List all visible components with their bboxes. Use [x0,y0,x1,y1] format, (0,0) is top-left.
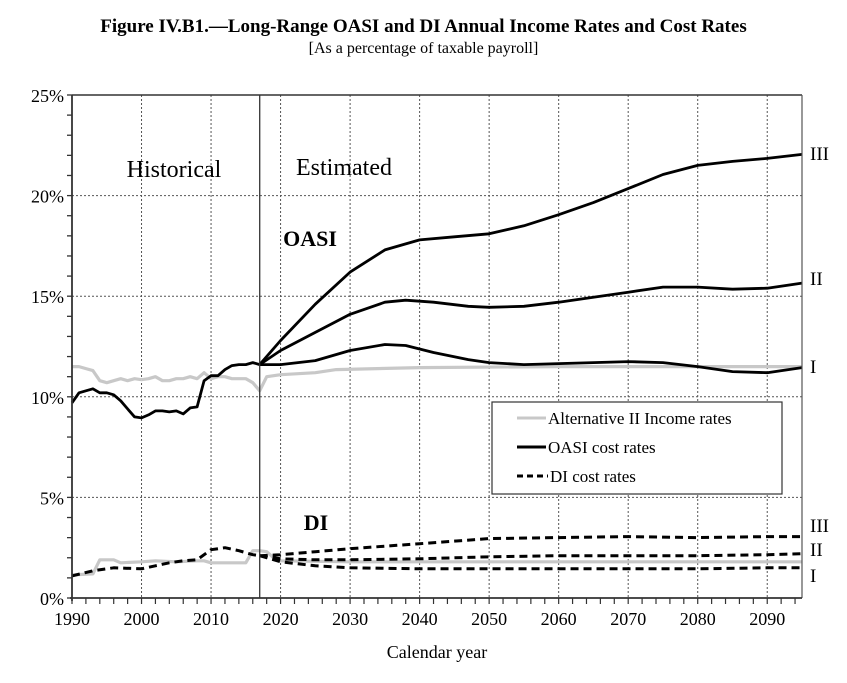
x-tick-label: 2090 [749,609,785,629]
oasi-label-ii: II [810,269,823,290]
chart-subtitle: [As a percentage of taxable payroll] [308,40,539,57]
legend: Alternative II Income rates OASI cost ra… [491,401,783,495]
di-label-iii: III [810,516,829,537]
x-tick-label: 2020 [263,609,299,629]
series-line-di-cost-rate-alternative-ii [259,552,803,562]
di-label-ii: II [810,540,823,561]
x-tick-label: 1990 [54,609,90,629]
series-line-di-cost-rate-historical [71,546,260,578]
annotation-estimated: Estimated [296,155,392,181]
di-label-i: I [810,566,816,587]
annotation-historical: Historical [127,157,222,183]
axes: 0% 5% 10% 15% 20% 25% 1990 2000 2010 2020 2030 2040… [31,86,803,629]
x-tick-label: 2080 [680,609,716,629]
x-tick-label: 2010 [193,609,229,629]
series-line-di-alternative-ii-income-rate [71,549,802,577]
y-tick-label: 0% [40,589,64,609]
y-tick-label: 25% [31,86,64,106]
x-tick-label: 2050 [471,609,507,629]
x-tick-label: 2030 [332,609,368,629]
series-line-oasi-cost-rate-historical [70,361,261,420]
series-line-oasi-cost-rate-alternative-iii [258,153,803,366]
x-tick-label: 2000 [124,609,160,629]
legend-label-oasi: OASI cost rates [548,438,656,457]
x-tick-label: 2040 [402,609,438,629]
y-tick-label: 10% [31,388,64,408]
legend-label-income: Alternative II Income rates [548,409,732,428]
oasi-label-iii: III [810,144,829,165]
gridlines [72,95,802,598]
legend-label-di: DI cost rates [550,467,636,486]
series-line-oasi-cost-rate-alternative-i [259,343,803,375]
x-tick-label: 2070 [610,609,646,629]
series-line-oasi-alternative-ii-income-rate [72,365,802,393]
series-group [70,153,803,578]
x-axis-label: Calendar year [387,642,487,662]
y-tick-label: 5% [40,488,64,508]
x-tick-label: 2060 [541,609,577,629]
series-line-di-cost-rate-alternative-i [259,554,802,571]
y-tick-label: 15% [31,287,64,307]
y-tick-label: 20% [31,187,64,207]
chart-title: Figure IV.B1.—Long-Range OASI and DI Ann… [100,16,747,37]
series-line-di-cost-rate-alternative-iii [259,535,802,558]
oasi-label-i: I [810,357,816,378]
annotation-oasi: OASI [283,226,337,251]
series-line-oasi-cost-rate-alternative-ii [258,281,803,366]
annotation-di: DI [304,510,328,535]
